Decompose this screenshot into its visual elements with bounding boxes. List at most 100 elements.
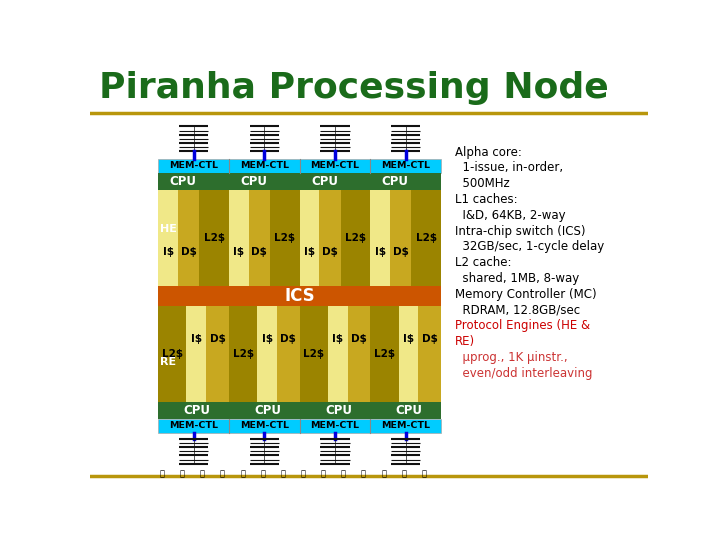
- Text: 🐠: 🐠: [281, 469, 285, 478]
- Bar: [158, 419, 441, 433]
- Bar: [300, 173, 370, 190]
- Text: CPU: CPU: [396, 404, 423, 417]
- Text: MEM-CTL: MEM-CTL: [310, 421, 359, 430]
- Text: CPU: CPU: [254, 404, 282, 417]
- Bar: [370, 306, 399, 402]
- Text: Intra-chip switch (ICS): Intra-chip switch (ICS): [455, 225, 585, 238]
- Text: D$: D$: [251, 247, 267, 257]
- Bar: [158, 402, 229, 419]
- Bar: [207, 306, 229, 402]
- Text: 🐠: 🐠: [401, 469, 406, 478]
- Text: I$: I$: [233, 247, 244, 257]
- Text: CPU: CPU: [311, 174, 338, 187]
- Bar: [229, 190, 248, 286]
- Text: L2$: L2$: [303, 349, 324, 359]
- Text: even/odd interleaving: even/odd interleaving: [455, 367, 593, 380]
- Bar: [341, 190, 370, 286]
- Text: shared, 1MB, 8-way: shared, 1MB, 8-way: [455, 272, 580, 285]
- Bar: [178, 190, 199, 286]
- Text: I$: I$: [332, 334, 343, 345]
- Bar: [158, 190, 178, 286]
- Text: ICS: ICS: [284, 287, 315, 305]
- Text: I$: I$: [163, 247, 174, 257]
- Text: L2$: L2$: [162, 349, 183, 359]
- Bar: [257, 306, 277, 402]
- Bar: [158, 306, 179, 419]
- Text: CPU: CPU: [382, 174, 409, 187]
- Text: I$: I$: [403, 334, 414, 345]
- Bar: [390, 190, 411, 286]
- Bar: [277, 306, 300, 402]
- Text: CPU: CPU: [169, 174, 197, 187]
- Text: Alpha core:: Alpha core:: [455, 146, 522, 159]
- Text: L2 cache:: L2 cache:: [455, 256, 511, 269]
- Bar: [229, 402, 300, 419]
- Text: MEM-CTL: MEM-CTL: [169, 161, 218, 170]
- Bar: [328, 306, 348, 402]
- Text: CPU: CPU: [240, 174, 267, 187]
- Bar: [158, 173, 179, 286]
- Text: 🐠: 🐠: [261, 469, 266, 478]
- Text: D$: D$: [322, 247, 338, 257]
- Bar: [158, 306, 186, 402]
- Text: MEM-CTL: MEM-CTL: [240, 421, 289, 430]
- Text: RDRAM, 12.8GB/sec: RDRAM, 12.8GB/sec: [455, 303, 580, 316]
- Text: μprog., 1K μinstr.,: μprog., 1K μinstr.,: [455, 351, 567, 364]
- Text: 🐠: 🐠: [381, 469, 386, 478]
- Text: MEM-CTL: MEM-CTL: [169, 421, 218, 430]
- Bar: [199, 190, 229, 286]
- Text: MEM-CTL: MEM-CTL: [240, 161, 289, 170]
- Text: 🐠: 🐠: [301, 469, 305, 478]
- Text: CPU: CPU: [325, 404, 352, 417]
- Text: D$: D$: [210, 334, 225, 345]
- Bar: [270, 190, 300, 286]
- Text: 32GB/sec, 1-cycle delay: 32GB/sec, 1-cycle delay: [455, 240, 604, 253]
- Bar: [370, 173, 441, 190]
- Bar: [248, 190, 270, 286]
- Text: Memory Controller (MC): Memory Controller (MC): [455, 288, 597, 301]
- Text: D$: D$: [422, 334, 438, 345]
- Text: 🐠: 🐠: [160, 469, 165, 478]
- Text: 500MHz: 500MHz: [455, 177, 510, 190]
- Text: RE): RE): [455, 335, 475, 348]
- Text: MEM-CTL: MEM-CTL: [381, 161, 431, 170]
- Text: L2$: L2$: [233, 349, 253, 359]
- Bar: [158, 173, 229, 190]
- Text: 1-issue, in-order,: 1-issue, in-order,: [455, 161, 563, 174]
- Bar: [186, 306, 207, 402]
- Text: L2$: L2$: [415, 233, 437, 242]
- Text: I$: I$: [374, 247, 386, 257]
- Bar: [229, 306, 257, 402]
- Text: HE: HE: [160, 224, 176, 234]
- Text: CPU: CPU: [184, 404, 210, 417]
- Text: L2$: L2$: [374, 349, 395, 359]
- Bar: [158, 286, 441, 306]
- Bar: [320, 190, 341, 286]
- Text: I$: I$: [304, 247, 315, 257]
- Text: 🐠: 🐠: [321, 469, 325, 478]
- Bar: [418, 306, 441, 402]
- Bar: [348, 306, 370, 402]
- Text: 🐠: 🐠: [180, 469, 185, 478]
- Text: 🐠: 🐠: [421, 469, 426, 478]
- Bar: [399, 306, 418, 402]
- Text: L2$: L2$: [345, 233, 366, 242]
- Text: Piranha Processing Node: Piranha Processing Node: [99, 71, 609, 105]
- Text: D$: D$: [280, 334, 296, 345]
- Text: I$: I$: [191, 334, 202, 345]
- Text: D$: D$: [351, 334, 367, 345]
- Bar: [300, 402, 370, 419]
- Text: L2$: L2$: [204, 233, 225, 242]
- Bar: [300, 190, 320, 286]
- Text: 🐠: 🐠: [240, 469, 246, 478]
- Text: D$: D$: [181, 247, 197, 257]
- Text: 🐠: 🐠: [361, 469, 366, 478]
- Text: MEM-CTL: MEM-CTL: [310, 161, 359, 170]
- Text: L1 caches:: L1 caches:: [455, 193, 518, 206]
- Bar: [300, 306, 328, 402]
- Bar: [411, 190, 441, 286]
- Bar: [370, 190, 390, 286]
- Bar: [158, 173, 441, 419]
- Text: D$: D$: [393, 247, 409, 257]
- Text: MEM-CTL: MEM-CTL: [381, 421, 431, 430]
